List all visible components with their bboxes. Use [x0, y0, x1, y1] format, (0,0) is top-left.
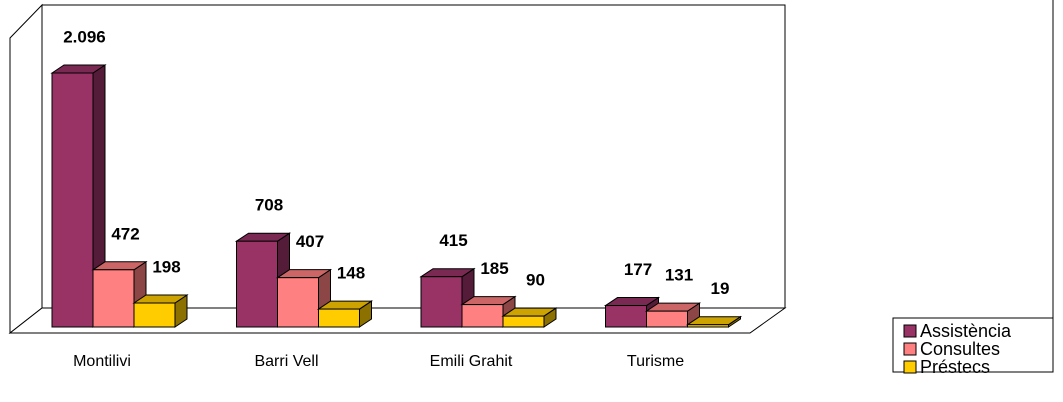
legend-swatch	[903, 360, 917, 374]
bar	[687, 324, 729, 328]
value-label: 2.096	[63, 27, 106, 46]
bar-group	[316, 300, 374, 328]
bar-group	[685, 315, 743, 328]
bar-group	[132, 294, 189, 328]
floor	[8, 307, 787, 334]
legend-box	[892, 317, 1054, 373]
back-wall	[41, 4, 786, 309]
x-tick-label: Montilivi	[73, 353, 131, 370]
x-tick-label: Emili Grahit	[430, 353, 513, 370]
bar	[461, 304, 504, 328]
side-wall	[9, 3, 43, 335]
plot-frame	[8, 3, 787, 335]
legend-label: Consultes	[920, 339, 1000, 359]
value-label: 177	[624, 260, 652, 279]
value-label: 415	[439, 231, 467, 250]
value-label: 19	[711, 279, 730, 298]
bar-group	[644, 302, 702, 328]
bar	[277, 277, 319, 328]
value-label: 472	[111, 224, 139, 243]
legend-swatch	[903, 324, 917, 338]
bar	[605, 305, 647, 328]
legend-label: Assistència	[920, 321, 1012, 341]
value-label: 131	[665, 266, 693, 285]
bar	[318, 308, 360, 328]
bar	[236, 240, 278, 328]
bar-group	[50, 64, 107, 328]
value-label: 148	[337, 264, 365, 283]
legend-swatch	[903, 342, 917, 356]
value-label: 407	[296, 232, 324, 251]
bar	[92, 269, 135, 328]
bar	[420, 276, 463, 328]
value-label: 198	[152, 257, 180, 276]
bar-group	[419, 267, 476, 328]
value-label: 90	[526, 271, 545, 290]
bar	[51, 72, 94, 328]
bar	[646, 310, 688, 328]
value-label: 708	[255, 196, 283, 215]
bar	[502, 315, 545, 328]
bar	[133, 302, 176, 328]
bar-group	[460, 295, 517, 328]
value-label: 185	[480, 259, 508, 278]
bar-group	[501, 307, 558, 328]
x-tick-label: Turisme	[627, 353, 684, 370]
legend-label: Préstecs	[920, 357, 990, 377]
x-tick-label: Barri Vell	[254, 353, 318, 370]
